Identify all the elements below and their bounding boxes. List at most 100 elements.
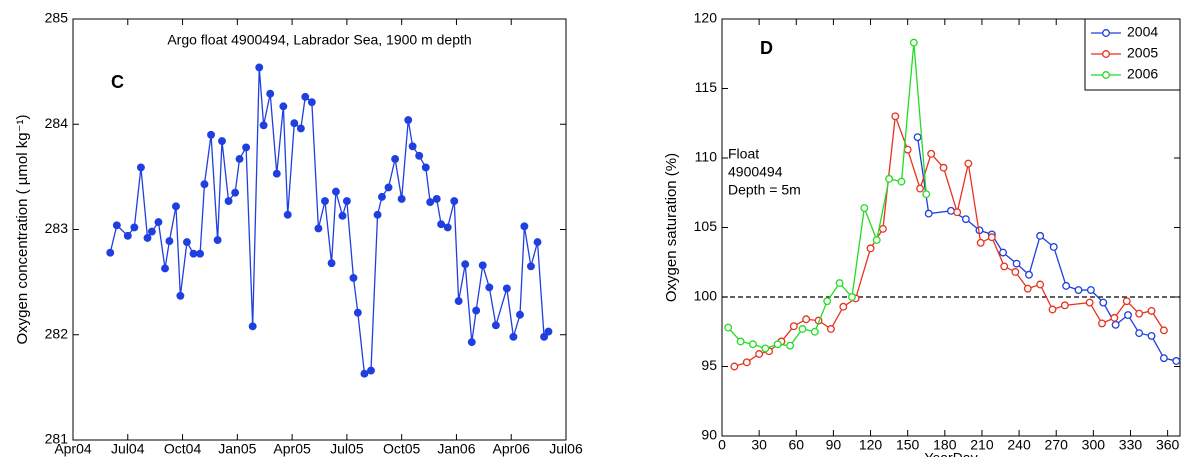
data-point — [154, 218, 163, 227]
data-point — [196, 249, 205, 258]
data-point — [432, 195, 441, 203]
data-point — [143, 233, 152, 242]
data-point — [544, 327, 553, 336]
data-point — [866, 244, 875, 253]
y-tick-label: 282 — [45, 325, 69, 341]
data-point — [397, 195, 406, 203]
data-point — [823, 297, 832, 306]
data-point — [789, 322, 798, 331]
data-point — [290, 119, 299, 128]
data-point — [872, 236, 881, 244]
legend-box — [1084, 18, 1181, 91]
data-point — [924, 209, 933, 218]
data-point — [755, 350, 764, 358]
data-point — [533, 238, 542, 247]
data-point — [1111, 320, 1120, 329]
data-point — [1036, 280, 1045, 289]
data-point — [1062, 281, 1071, 290]
data-point — [391, 155, 400, 163]
data-point — [802, 315, 811, 324]
data-point — [810, 327, 819, 336]
data-point — [1049, 243, 1058, 251]
data-point — [1098, 319, 1106, 328]
data-point — [798, 325, 807, 333]
data-point — [953, 208, 962, 217]
data-point — [367, 366, 375, 375]
y-tick-label: 285 — [45, 10, 69, 26]
data-point — [1012, 259, 1021, 268]
y-tick-label: 120 — [694, 10, 718, 26]
x-tick-label: Jul04 — [111, 441, 145, 457]
data-point — [415, 151, 424, 160]
legend-label: 2005 — [1127, 45, 1158, 61]
data-point — [307, 98, 316, 107]
y-tick-label: 281 — [45, 431, 69, 447]
data-point — [296, 124, 305, 133]
data-point — [404, 116, 413, 124]
x-axis-label: YearDay — [924, 450, 977, 457]
data-point — [106, 248, 115, 257]
y-tick-label: 95 — [701, 357, 717, 373]
data-point — [1086, 286, 1095, 294]
data-point — [1110, 313, 1119, 322]
data-point — [839, 302, 848, 311]
data-point — [461, 260, 470, 269]
data-point — [426, 198, 435, 207]
data-point — [437, 220, 446, 229]
x-tick-label: 330 — [1119, 437, 1143, 453]
x-tick-label: 0 — [718, 437, 726, 453]
x-tick-label: Apr06 — [493, 441, 531, 457]
data-point — [922, 190, 931, 199]
data-point — [1000, 262, 1009, 271]
data-point — [353, 308, 362, 317]
data-point — [1147, 331, 1156, 340]
data-point — [786, 341, 795, 350]
data-point — [450, 197, 459, 206]
data-point — [259, 121, 268, 130]
data-point — [321, 197, 329, 206]
data-point — [172, 202, 180, 211]
x-tick-label: 120 — [859, 437, 883, 453]
y-tick-label: 105 — [694, 218, 718, 234]
legend-marker — [1102, 50, 1110, 58]
data-point — [848, 293, 856, 301]
x-tick-label: Jan05 — [218, 441, 256, 457]
x-tick-label: Apr05 — [273, 441, 311, 457]
data-point — [147, 227, 156, 236]
data-point — [976, 238, 985, 247]
data-point — [1172, 356, 1181, 365]
data-point — [421, 163, 430, 172]
data-point — [338, 211, 347, 220]
data-point — [165, 237, 174, 246]
x-tick-label: 150 — [896, 437, 920, 453]
data-point — [467, 338, 476, 347]
x-tick-label: Apr04 — [54, 441, 92, 457]
data-point — [213, 236, 222, 244]
data-point — [878, 224, 887, 233]
panel-label: D — [760, 38, 773, 58]
data-point — [526, 262, 535, 271]
data-point — [161, 264, 169, 273]
data-point — [235, 155, 244, 163]
data-point — [1060, 301, 1069, 310]
data-point — [112, 221, 121, 230]
y-tick-label: 283 — [45, 220, 69, 236]
x-tick-label: Jan06 — [437, 441, 475, 457]
data-point — [130, 223, 139, 232]
y-tick-label: 100 — [694, 288, 718, 304]
data-point — [242, 143, 251, 152]
data-point — [136, 163, 145, 172]
x-tick-label: Jul05 — [330, 441, 364, 457]
x-tick-label: Oct05 — [383, 441, 421, 457]
data-point — [773, 340, 782, 349]
data-point — [1124, 311, 1132, 320]
legend-label: 2004 — [1127, 24, 1158, 40]
data-point — [903, 145, 912, 154]
data-point — [987, 233, 996, 242]
data-point — [443, 223, 452, 232]
data-point — [408, 142, 417, 151]
y-tick-label: 115 — [695, 79, 718, 95]
data-point — [891, 112, 900, 121]
data-point — [314, 224, 323, 233]
data-point — [1011, 268, 1020, 276]
